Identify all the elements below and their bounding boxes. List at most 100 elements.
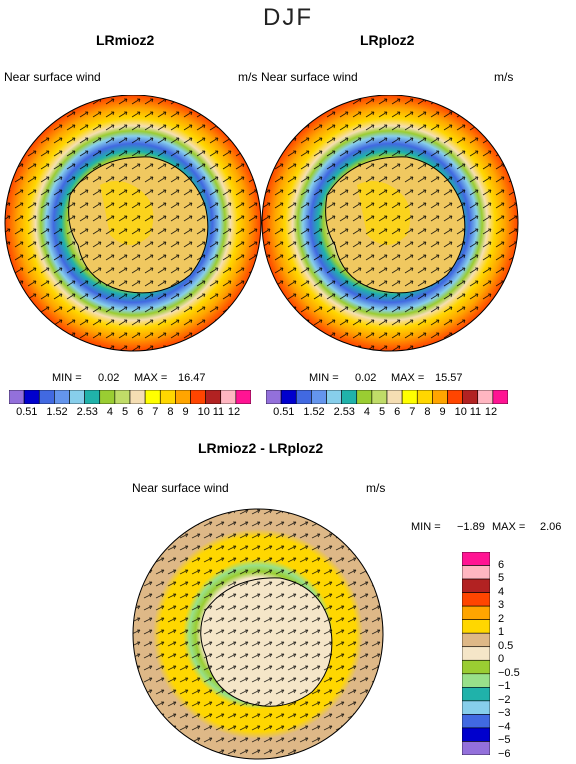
panel2-title: LRploz2 [360, 32, 415, 48]
panel1-colorbar-swatch [235, 390, 251, 404]
panel1-colorbar [9, 390, 251, 404]
diff-min-value: −1.89 [457, 521, 485, 533]
panel2-max-value: 15.57 [435, 372, 463, 384]
panel2-colorbar-tick-label: 2 [318, 406, 325, 418]
panel1-colorbar-tick-label: 10 [197, 406, 210, 418]
diff-colorbar-swatch [462, 687, 490, 702]
panel2-colorbar-swatch [295, 390, 312, 404]
panel2-colorbar-swatch [311, 390, 327, 404]
panel1-colorbar-tick-label: 11 [212, 406, 225, 418]
panel2-colorbar-swatch [462, 390, 479, 404]
diff-colorbar-swatch [462, 700, 490, 715]
panel1-colorbar-tick-label: 2 [61, 406, 68, 418]
panel2-colorbar-tick-label: 5 [379, 406, 386, 418]
panel1-colorbar-tick-label: 1.5 [46, 406, 62, 418]
diff-colorbar-swatch [462, 741, 490, 755]
diff-colorbar-swatch [462, 619, 490, 634]
panel2-units-label: m/s [494, 70, 514, 84]
diff-colorbar-tick-label: −5 [498, 734, 511, 747]
diff-colorbar-tick-label: −3 [498, 707, 511, 720]
panel1-colorbar-swatch [99, 390, 116, 404]
panel1-variable-label: Near surface wind [4, 70, 101, 84]
diff-colorbar-tick-label: 0 [498, 653, 505, 666]
panel2-colorbar-tick-label: 2.5 [333, 406, 349, 418]
panel1-colorbar-swatch [23, 390, 40, 404]
panel1-colorbar-swatch [69, 390, 85, 404]
panel1-colorbar-swatch [38, 390, 55, 404]
panel1-min-value: 0.02 [98, 372, 120, 384]
diff-colorbar-tick-label: −2 [498, 693, 511, 706]
panel2-colorbar-swatch [416, 390, 433, 404]
panel2-colorbar-swatch [401, 390, 418, 404]
panel2-variable-label: Near surface wind [261, 70, 358, 84]
diff-map [132, 508, 384, 760]
panel1-colorbar-swatch [9, 390, 25, 404]
panel2-min-value: 0.02 [355, 372, 377, 384]
diff-colorbar [462, 552, 490, 755]
diff-colorbar-swatch [462, 578, 490, 593]
panel1-map [4, 95, 262, 352]
panel2-colorbar-swatch [477, 390, 494, 404]
diff-colorbar-swatch [462, 673, 490, 688]
panel1-colorbar-swatch [205, 390, 222, 404]
panel2-colorbar-tick-label: 11 [469, 406, 482, 418]
diff-colorbar-tick-label: 6 [498, 558, 505, 571]
diff-colorbar-tick-label: 0.5 [498, 639, 514, 652]
diff-colorbar-swatch [462, 727, 490, 742]
diff-colorbar-swatch [462, 565, 490, 580]
panel1-colorbar-swatch [190, 390, 206, 404]
panel1-colorbar-swatch [144, 390, 161, 404]
panel1-max-label: MAX = [134, 372, 168, 384]
diff-colorbar-swatch [462, 714, 490, 729]
panel2-colorbar-tick-label: 12 [484, 406, 498, 418]
diff-variable-label: Near surface wind [132, 481, 229, 495]
diff-colorbar-tick-label: 5 [498, 572, 505, 585]
panel1-colorbar-tick-label: 8 [167, 406, 174, 418]
panel2-colorbar-tick-label: 3 [348, 406, 355, 418]
diff-colorbar-tick-label: −1 [498, 680, 511, 693]
panel1-min-label: MIN = [52, 372, 82, 384]
panel2-colorbar-swatch [356, 390, 373, 404]
panel2-max-label: MAX = [391, 372, 425, 384]
panel2-colorbar-swatch [280, 390, 297, 404]
panel1-colorbar-tick-label: 1 [31, 406, 38, 418]
panel1-colorbar-swatch [175, 390, 191, 404]
panel2-colorbar-swatch [447, 390, 463, 404]
diff-colorbar-swatch [462, 659, 490, 675]
diff-max-label: MAX = [492, 521, 526, 533]
panel1-colorbar-tick-label: 12 [227, 406, 241, 418]
panel1-title: LRmioz2 [96, 32, 155, 48]
diff-colorbar-tick-label: 3 [498, 599, 505, 612]
panel1-colorbar-swatch [54, 390, 70, 404]
panel1-colorbar-tick-label: 5 [122, 406, 129, 418]
panel2-min-label: MIN = [309, 372, 339, 384]
panel2-colorbar-swatch [326, 390, 342, 404]
panel1-colorbar-tick-label: 3 [91, 406, 98, 418]
panel1-colorbar-tick-label: 0.5 [16, 406, 32, 418]
diff-colorbar-tick-label: −4 [498, 720, 511, 733]
panel2-colorbar-swatch [341, 390, 358, 404]
panel2-colorbar-swatch [386, 390, 403, 404]
panel1-colorbar-swatch [129, 390, 146, 404]
panel2-colorbar-swatch [492, 390, 508, 404]
diff-colorbar-swatch [462, 592, 490, 607]
panel2-colorbar-tick-label: 9 [439, 406, 446, 418]
panel2-colorbar-tick-label: 6 [394, 406, 401, 418]
diff-colorbar-swatch [462, 632, 490, 648]
panel1-colorbar-tick-label: 9 [182, 406, 189, 418]
wind-maps-top [4, 95, 519, 352]
diff-colorbar-tick-label: 4 [498, 585, 505, 598]
diff-colorbar-swatch [462, 646, 490, 661]
panel2-colorbar-tick-label: 1.5 [303, 406, 319, 418]
panel2-map [261, 95, 519, 352]
diff-colorbar-swatch [462, 605, 490, 620]
panel1-colorbar-swatch [159, 390, 176, 404]
diff-max-value: 2.06 [540, 521, 562, 533]
panel1-colorbar-tick-label: 2.5 [76, 406, 92, 418]
diff-title: LRmioz2 - LRploz2 [198, 440, 324, 456]
panel1-colorbar-swatch [84, 390, 101, 404]
panel2-colorbar-swatch [266, 390, 282, 404]
panel1-colorbar-swatch [220, 390, 237, 404]
panel2-colorbar [266, 390, 508, 404]
panel1-max-value: 16.47 [178, 372, 206, 384]
